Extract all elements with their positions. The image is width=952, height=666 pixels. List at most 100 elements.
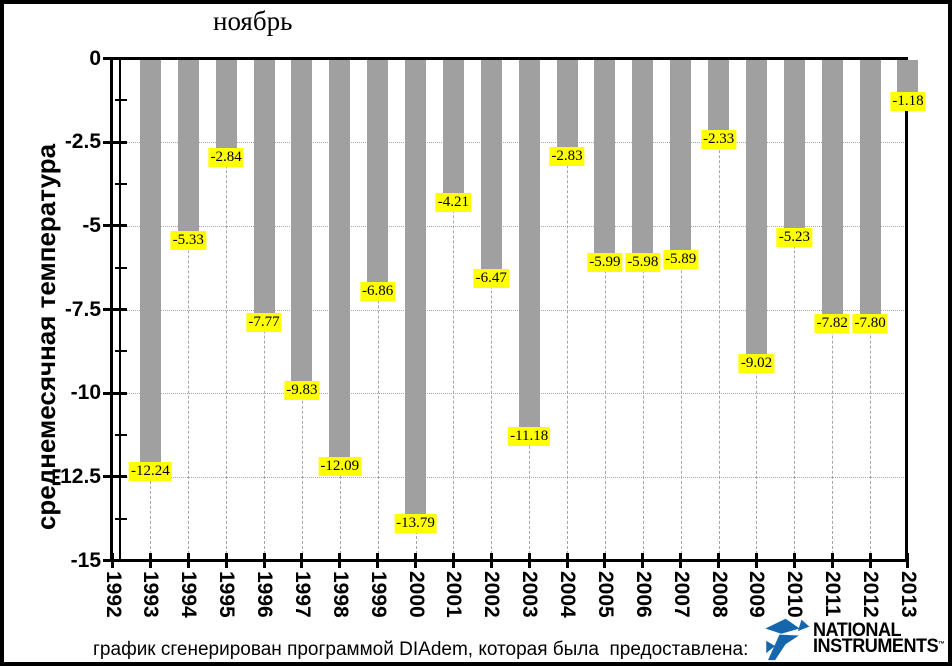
y-tick-label: -15 [70,548,101,572]
y-major-tick [103,559,127,562]
plot-frame-bottom [110,559,908,562]
x-tick-label: 2011 [821,571,845,617]
bar-value-label: -7.77 [246,312,282,332]
bar-2000 [405,60,427,520]
y-gridline [111,142,908,144]
bar-1995 [215,60,237,154]
x-tick-label: 2004 [556,571,580,618]
x-tick-label: 2003 [518,571,542,618]
x-tick [830,553,834,568]
x-tick [111,553,114,568]
y-minor-tick [115,517,127,520]
bar-2007 [670,60,692,256]
bar-2010 [783,60,805,234]
y-tick-label: -2.5 [64,130,101,154]
x-tick-label: 1997 [290,571,314,618]
bar-value-label: -11.18 [508,426,551,446]
bar-1997 [291,60,313,388]
y-major-tick [103,391,127,395]
x-tick [338,553,342,568]
y-tick-label: -7.5 [64,297,101,321]
x-tick [754,553,758,568]
bar-2005 [594,60,616,259]
x-tick-label: 1994 [177,571,201,618]
bar-value-label: -4.21 [435,193,472,213]
bar-value-label: -5.89 [663,249,699,269]
plot-frame-right [905,57,908,562]
x-tick [300,553,304,568]
bar-1993 [139,60,161,469]
x-tick-label: 1998 [328,571,352,618]
bar-2004 [556,60,578,154]
bar-value-label: -5.98 [625,252,661,272]
x-tick-label: 2013 [896,571,920,618]
x-tick-label: 1992 [101,571,125,618]
y-tick-label: -5 [82,213,101,237]
x-tick-label: 2010 [783,571,807,618]
bar-value-label: -12.09 [318,457,362,477]
y-major-tick [103,140,127,144]
x-tick [148,553,152,568]
x-tick [792,553,796,568]
trademark-symbol: ™ [938,641,945,648]
y-major-tick [103,224,127,228]
y-gridline [111,225,908,227]
bar-value-label: -2.83 [549,147,585,167]
x-tick [868,553,872,568]
x-tick [603,553,607,568]
bar-2001 [442,60,464,200]
bar-2011 [821,60,843,321]
x-tick-label: 2006 [631,571,655,618]
bar-2009 [745,60,767,361]
bar-value-label: -12.24 [129,462,172,482]
ni-logo-line1: NATIONAL [813,620,902,641]
ni-logo-line2: INSTRUMENTS™ [813,636,945,657]
chart-title: ноябрь [213,6,293,36]
y-minor-tick [115,266,127,269]
x-tick [641,553,645,568]
y-gridline [111,393,908,395]
bar-2012 [859,60,881,320]
ni-logo-text: NATIONAL INSTRUMENTS™ [813,620,945,657]
bar-value-label: -2.33 [700,130,737,150]
x-tick-label: 1993 [139,571,163,618]
bar-value-label: -7.80 [852,313,888,333]
national-instruments-logo: NATIONAL INSTRUMENTS™ [763,616,949,662]
bar-value-label: -1.18 [890,91,926,111]
y-minor-tick [115,183,127,185]
x-tick [224,553,228,568]
bar-value-label: -6.47 [473,269,509,289]
x-tick-label: 2008 [707,571,731,618]
x-tick [376,553,380,568]
x-tick-label: 1996 [253,571,277,618]
bar-value-label: -7.82 [814,314,850,334]
x-tick [906,553,910,568]
x-tick-label: 2009 [745,571,769,618]
bar-2002 [480,60,502,276]
y-tick-label: -10 [70,381,101,405]
y-minor-tick [115,434,127,436]
x-tick [717,553,721,568]
y-gridline [111,309,908,311]
y-tick-label: 0 [89,46,101,70]
y-gridline [111,476,908,478]
bar-1999 [367,60,389,289]
plot-frame-top [110,57,908,60]
x-tick-label: 2002 [480,571,504,618]
ni-eagle-icon [765,618,810,661]
bar-value-label: -9.83 [284,381,320,401]
bar-value-label: -2.84 [208,147,244,167]
x-tick [565,553,569,568]
bar-value-label: -5.99 [587,252,623,272]
bar-2013 [897,60,919,98]
bar-value-label: -5.23 [776,227,812,247]
bar-1994 [177,60,199,237]
y-major-tick [103,475,127,479]
x-tick-label: 2012 [859,571,883,618]
y-major-tick [103,308,127,311]
y-minor-tick [115,350,127,353]
x-tick [262,553,266,568]
x-tick-label: 2000 [404,571,428,618]
